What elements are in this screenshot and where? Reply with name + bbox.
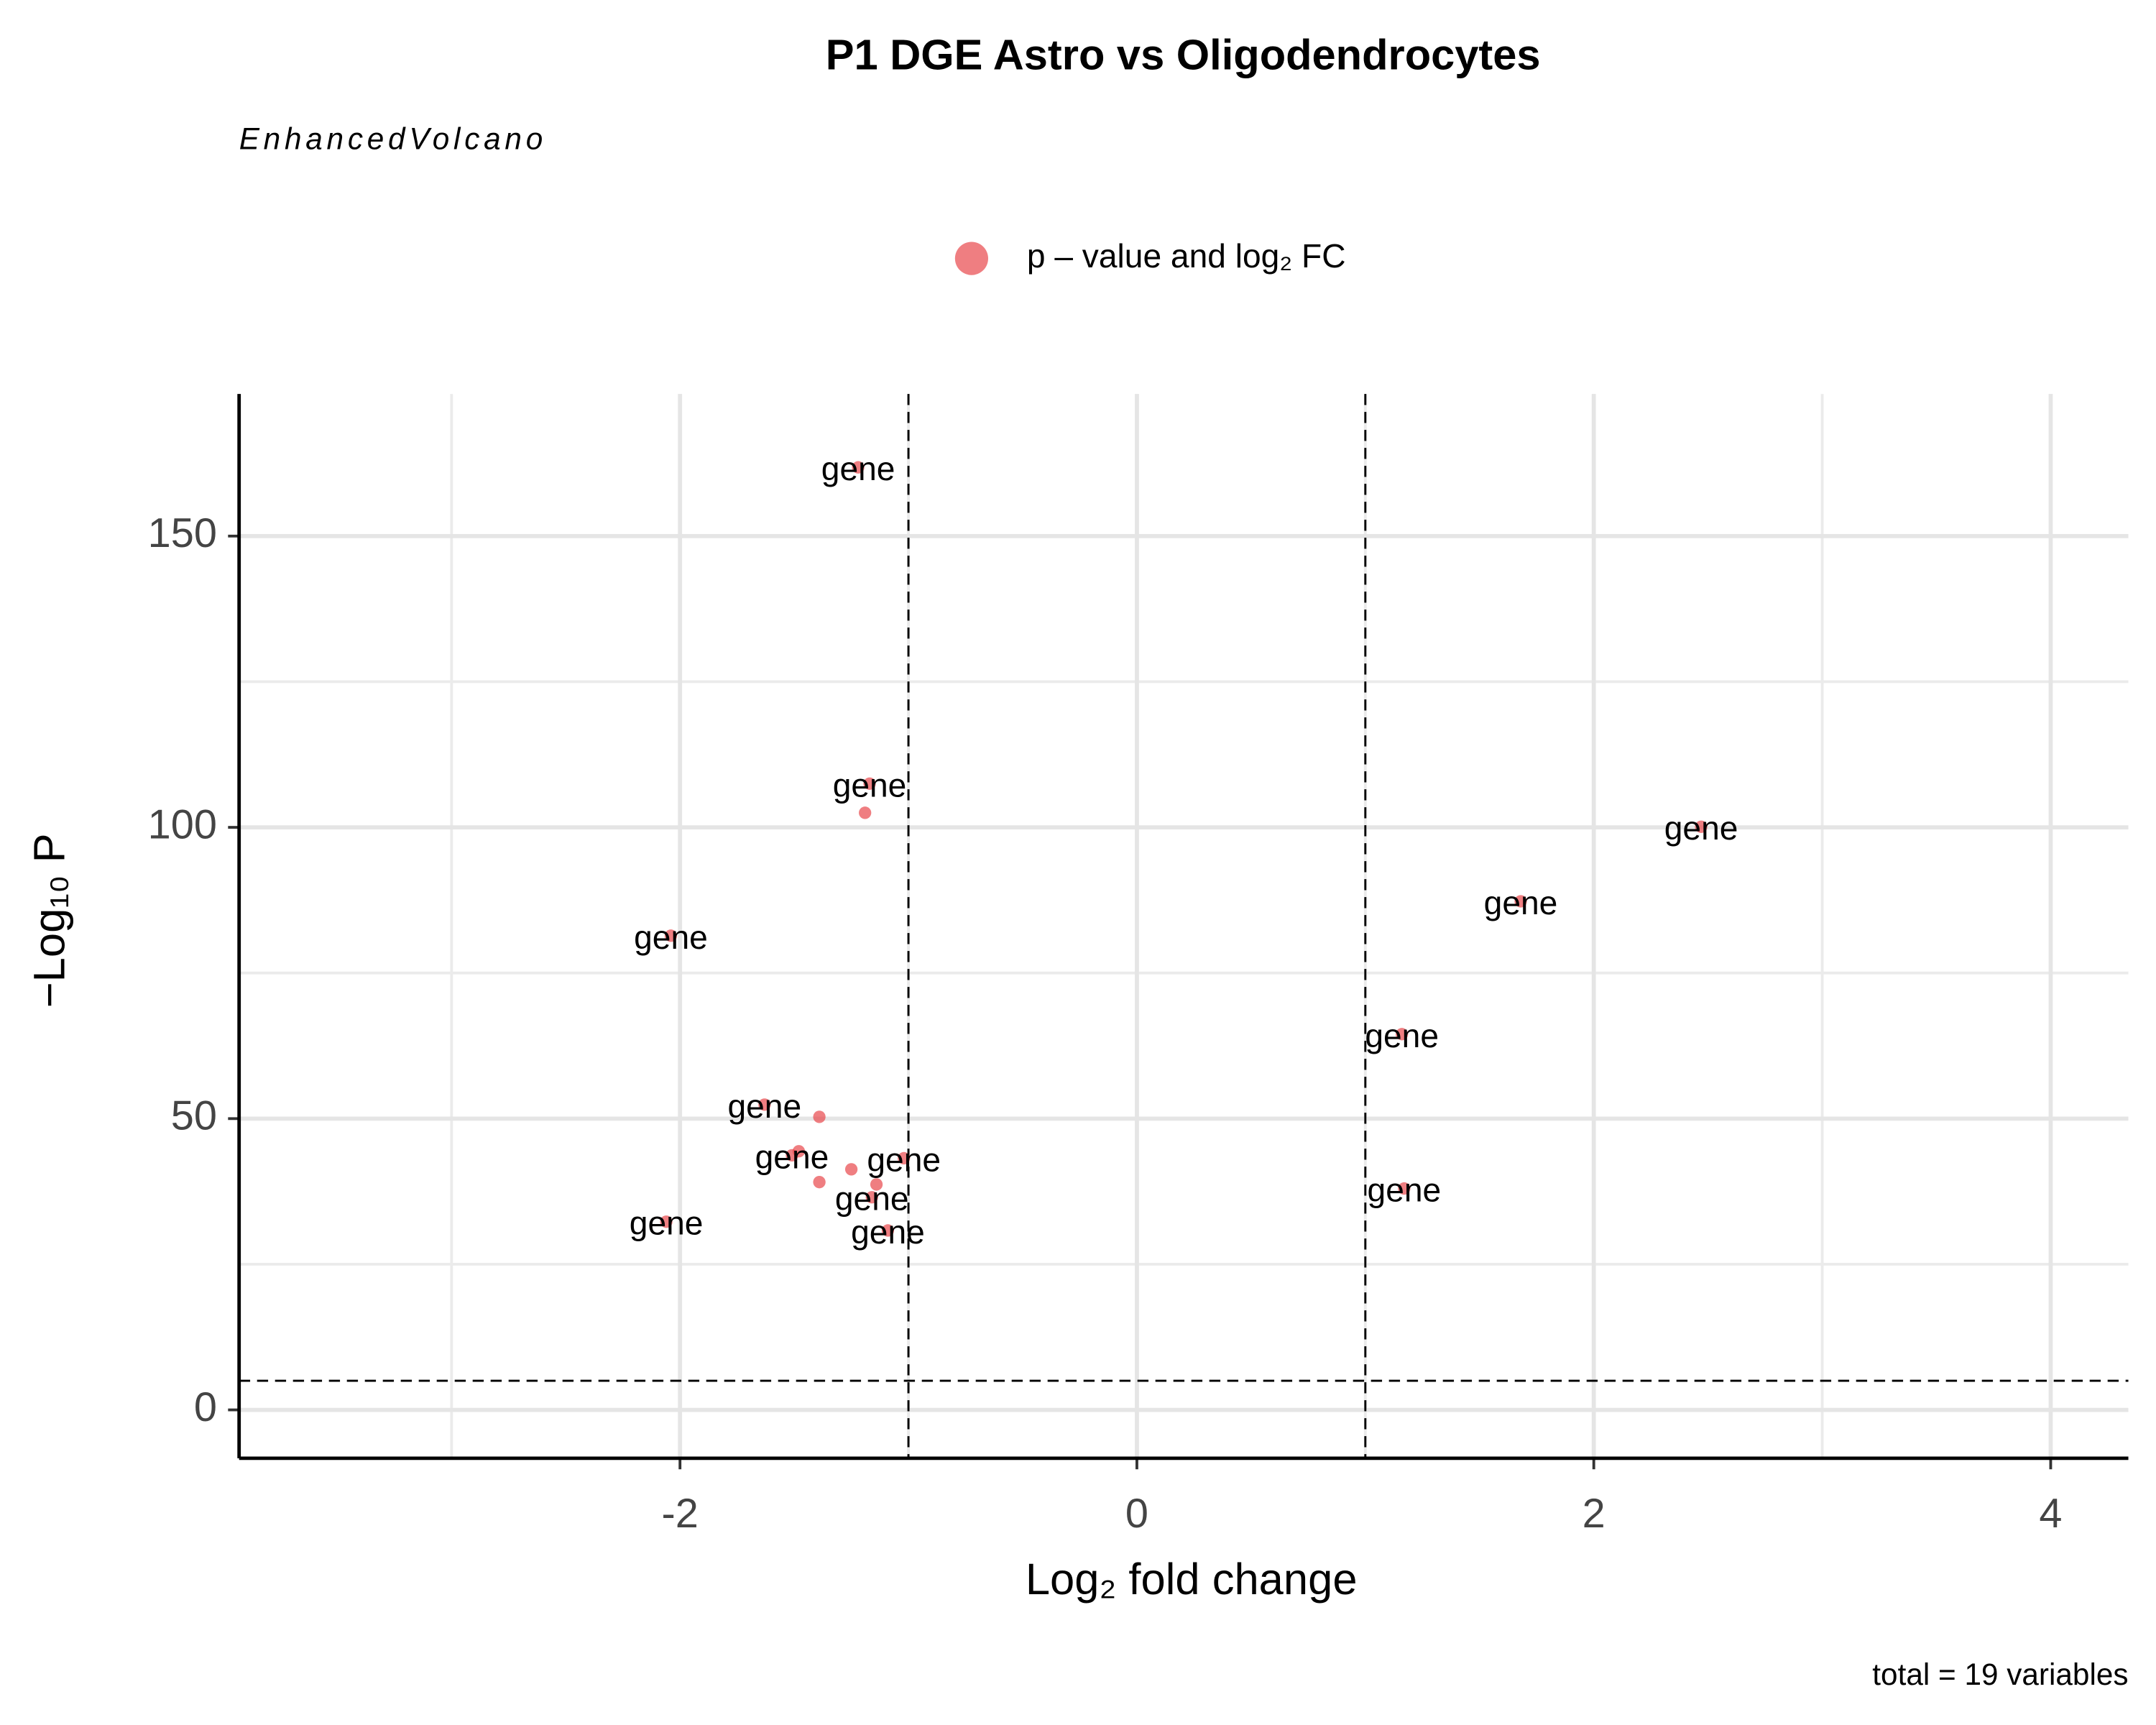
y-tick-label: 0 [194, 1384, 217, 1430]
point [870, 1178, 883, 1191]
caption: total = 19 variables [1872, 1657, 2128, 1691]
point-label: gene [1368, 1172, 1442, 1209]
point [844, 1163, 858, 1176]
point [813, 1176, 826, 1189]
point-label: gene [821, 450, 895, 487]
point [863, 777, 876, 790]
point [852, 461, 865, 474]
point-label: gene [851, 1213, 925, 1251]
y-tick-label: 150 [148, 510, 217, 556]
point-label: gene [1664, 809, 1738, 847]
point-label: gene [727, 1087, 801, 1125]
point [660, 1215, 673, 1228]
legend-label: p – value and log₂ FC [1027, 237, 1346, 275]
point-label: gene [867, 1141, 941, 1178]
point [881, 1224, 895, 1237]
point [1695, 820, 1708, 833]
point-label: gene [835, 1180, 909, 1218]
legend-marker [954, 242, 988, 275]
point [758, 1098, 771, 1111]
point [786, 1149, 798, 1162]
y-axis-label: −Log₁₀ P [24, 833, 74, 1008]
y-tick-label: 100 [148, 801, 217, 847]
point [898, 1151, 911, 1165]
chart-title: P1 DGE Astro vs Oligodendrocytes [826, 31, 1541, 79]
y-tick-label: 50 [171, 1093, 217, 1139]
x-tick-label: 2 [1583, 1491, 1606, 1537]
point-label: gene [755, 1138, 829, 1175]
point [865, 1191, 878, 1204]
point [813, 1110, 826, 1123]
point [1396, 1028, 1409, 1041]
point-label: gene [1484, 884, 1558, 921]
x-tick-label: -2 [662, 1491, 699, 1537]
point-label: gene [1365, 1017, 1439, 1054]
point-label: gene [833, 766, 907, 804]
point [664, 929, 678, 942]
point [859, 806, 872, 819]
chart-subtitle: EnhancedVolcano [239, 121, 547, 155]
x-axis-label: Log₂ fold change [1026, 1555, 1358, 1604]
point [1514, 895, 1527, 908]
x-tick-label: 4 [2039, 1491, 2062, 1537]
point [1398, 1182, 1411, 1195]
point-label: gene [634, 919, 708, 956]
point-label: gene [630, 1205, 704, 1242]
x-tick-label: 0 [1125, 1491, 1148, 1537]
